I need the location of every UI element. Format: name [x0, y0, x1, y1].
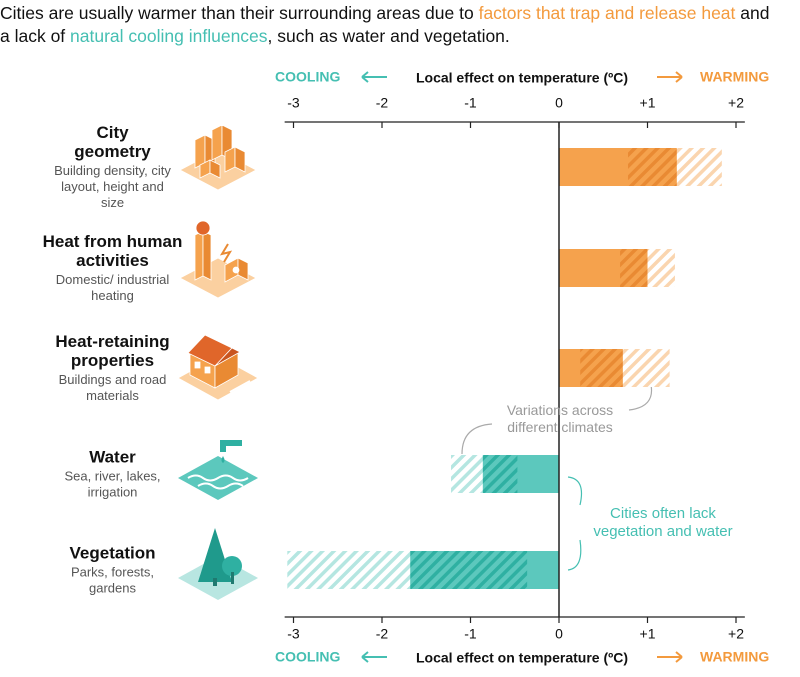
factor-description: Building density, city layout, height an…	[54, 163, 171, 210]
factor-name: Heat from human activities	[42, 232, 183, 270]
warming-label: WARMING	[700, 69, 769, 85]
x-tick-label: -1	[464, 626, 477, 642]
factor-label: City geometry Building density, city layo…	[40, 123, 185, 211]
leader	[567, 476, 583, 571]
factor-name: City geometry	[74, 123, 151, 161]
x-tick-label: -2	[376, 626, 389, 642]
icon-human-heat	[179, 220, 257, 299]
x-tick-label: -2	[376, 95, 389, 111]
cooling-label: COOLING	[275, 649, 340, 665]
x-tick-label: +1	[640, 95, 656, 111]
header: Cities are usually warmer than their sur…	[0, 2, 780, 48]
factor-description: Parks, forests, gardens	[70, 564, 155, 596]
factor-name: Vegetation	[69, 543, 156, 563]
factor-name: Water	[89, 447, 136, 467]
icon-water	[178, 440, 258, 500]
axis-arrows	[361, 71, 683, 663]
likely-bar	[620, 249, 648, 287]
likely-bar	[580, 349, 623, 387]
likely-bar	[410, 551, 528, 589]
factor-label: Vegetation Parks, forests, gardens	[40, 544, 185, 597]
cooling-label: COOLING	[275, 69, 340, 85]
header-highlight: factors that trap and release heat	[478, 3, 736, 23]
x-tick-label: -3	[287, 95, 300, 111]
header-text: and a lack of	[0, 3, 770, 46]
x-tick-label: 0	[555, 95, 563, 111]
icon-house	[177, 334, 259, 401]
factor-description: Domestic/ industrial heating	[55, 272, 170, 303]
factor-description: Buildings and road materials	[58, 372, 167, 403]
header-highlight: natural cooling influences	[70, 26, 268, 46]
likely-bar	[628, 148, 677, 186]
factor-label: Heat from human activities Domestic/ indu…	[40, 232, 185, 304]
x-tick-label: +2	[728, 95, 744, 111]
annotation: Cities often lack vegetation and water	[593, 505, 733, 540]
x-tick-label: -1	[464, 95, 477, 111]
x-tick-label: -3	[287, 626, 300, 642]
factor-label: Heat-retaining properties Buildings and r…	[40, 332, 185, 404]
axis-title: Local effect on temperature (ºC)	[416, 650, 628, 666]
warming-label: WARMING	[700, 649, 769, 665]
factor-name: Heat-retaining properties	[55, 332, 170, 370]
x-tick-label: +2	[728, 626, 744, 642]
likely-bar	[482, 455, 518, 493]
header-text: Cities are usually warmer than their sur…	[0, 3, 479, 23]
header-text: , such as water and vegetation.	[267, 26, 510, 46]
x-tick-label: 0	[555, 626, 563, 642]
axis-title: Local effect on temperature (ºC)	[416, 70, 628, 86]
factor-description: Sea, river, lakes, irrigation	[64, 468, 161, 500]
leader	[628, 384, 653, 411]
icon-city	[179, 124, 257, 191]
icon-vegetation	[178, 528, 258, 600]
annotation: Variations across different climates	[506, 402, 614, 435]
leader	[461, 423, 493, 455]
factor-label: Water Sea, river, lakes, irrigation	[40, 448, 185, 501]
x-tick-label: +1	[640, 626, 656, 642]
